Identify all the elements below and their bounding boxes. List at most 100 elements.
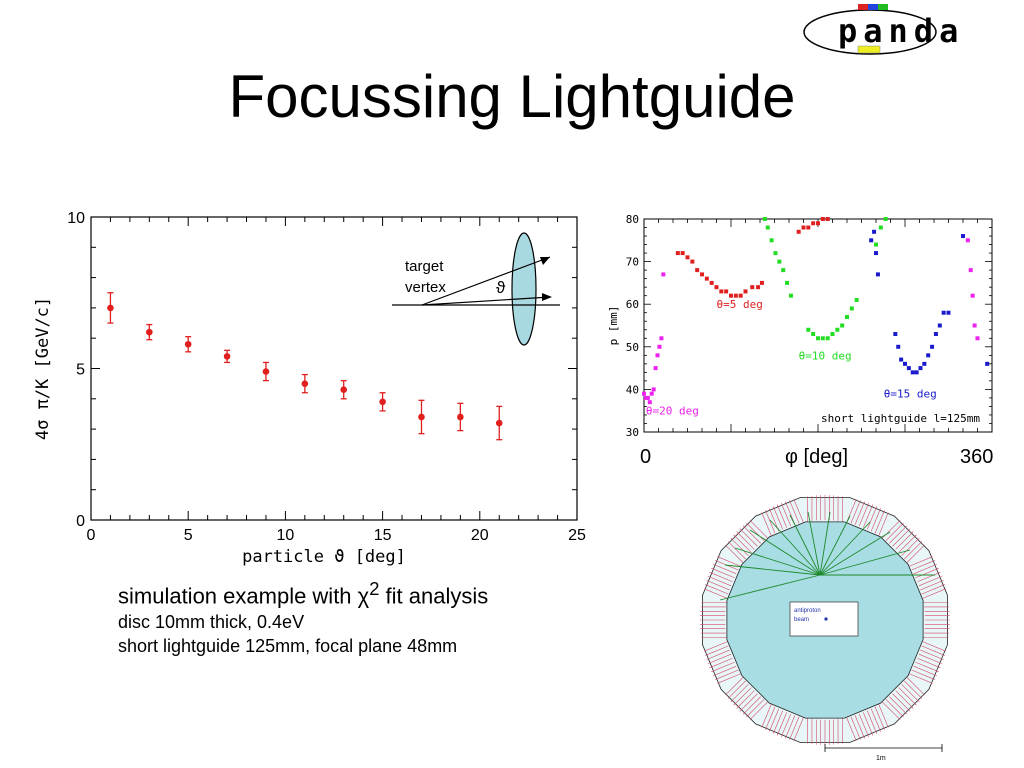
point: [762, 217, 767, 221]
phi-axis: 0 φ [deg] 360: [620, 446, 1020, 476]
point: [811, 332, 816, 337]
data-point: [223, 349, 231, 364]
point: [965, 238, 970, 243]
series: θ=20 deg: [642, 238, 980, 418]
point: [788, 293, 793, 298]
point: [854, 297, 859, 302]
x-tick-label: 15: [374, 527, 392, 544]
point: [655, 353, 660, 358]
beam-dot: [824, 617, 828, 621]
page-title: Focussing Lightguide: [228, 63, 796, 130]
point: [906, 366, 911, 371]
point: [642, 391, 646, 396]
theta-symbol: ϑ: [496, 278, 506, 297]
series-label: θ=15 deg: [884, 388, 937, 401]
series: θ=5 deg: [675, 217, 830, 311]
point: [933, 332, 938, 337]
geometry-inset: target vertex ϑ: [392, 232, 560, 346]
marker: [457, 413, 464, 421]
x-tick-label: 25: [568, 527, 586, 544]
point: [968, 268, 973, 273]
point: [700, 272, 704, 277]
light-ray: [807, 511, 821, 576]
light-ray: [749, 529, 821, 576]
light-ray: [734, 547, 821, 576]
point: [738, 293, 743, 298]
data-point: [495, 405, 503, 441]
plot-frame: [90, 216, 578, 521]
light-ray: [719, 574, 821, 601]
chi-superscript: 2: [369, 578, 380, 599]
point: [830, 332, 835, 337]
light-ray: [789, 514, 821, 576]
point: [801, 225, 806, 230]
pi-k-separation-chart: 0 5 10 15 20 25 0 5 10 particle ϑ [deg] 4σ π/K [Ge…: [33, 210, 586, 567]
point: [651, 387, 656, 392]
point: [820, 217, 825, 221]
point: [661, 272, 666, 277]
x-tick-label: 20: [471, 527, 489, 544]
point: [820, 336, 825, 341]
marker: [301, 380, 309, 387]
caption-line-1: simulation example with χ2 fit analysis: [118, 578, 489, 609]
y-tick-label: 60: [626, 298, 639, 311]
y-axis-label: 4σ π/K [GeV/c]: [33, 297, 53, 440]
light-ray: [819, 515, 851, 576]
point: [874, 251, 878, 256]
point: [930, 344, 935, 349]
point: [825, 336, 830, 341]
point: [825, 217, 830, 221]
panda-logo: panda: [803, 4, 958, 55]
series: θ=10 deg: [762, 217, 888, 362]
point: [796, 229, 801, 234]
point: [675, 251, 680, 256]
chi-symbol: χ: [357, 583, 370, 609]
light-ray: [769, 519, 821, 576]
point: [914, 370, 919, 375]
data-point: [107, 292, 114, 324]
point: [970, 293, 975, 298]
y-axis-label: p [mm]: [607, 306, 620, 346]
y-tick-label: 40: [626, 383, 639, 396]
point: [811, 221, 816, 226]
marker: [146, 328, 153, 336]
point: [653, 366, 658, 371]
point: [869, 238, 874, 243]
point: [903, 361, 907, 366]
data-point: [379, 392, 386, 412]
y-tick-label: 80: [626, 213, 639, 226]
point: [743, 289, 748, 294]
y-tick-label: 10: [67, 210, 85, 227]
point: [816, 221, 820, 226]
point: [918, 366, 923, 371]
light-ray: [819, 521, 871, 576]
detector-disc-diagram: antiproton beam 1m: [700, 495, 950, 762]
y-tick-label: 70: [626, 256, 639, 269]
point: [773, 251, 778, 256]
data-point: [340, 379, 348, 400]
target-label: target: [405, 258, 444, 275]
point: [910, 370, 915, 375]
data-point: [418, 399, 425, 435]
chart-annotation: short lightguide l=125mm: [821, 412, 980, 425]
point: [785, 280, 790, 285]
point: [724, 289, 729, 294]
point: [896, 344, 901, 349]
data-point: [457, 402, 464, 432]
caption-line-3: short lightguide 125mm, focal plane 48mm: [118, 636, 458, 657]
light-ray: [819, 511, 831, 576]
point: [733, 293, 738, 298]
point: [922, 361, 927, 366]
marker: [184, 340, 192, 348]
marker: [418, 413, 425, 421]
point: [878, 225, 883, 230]
point: [695, 268, 700, 273]
y-tick-label: 5: [76, 362, 85, 379]
point: [849, 306, 854, 311]
point: [872, 229, 877, 234]
data-point: [301, 373, 309, 394]
point: [937, 323, 942, 328]
point: [759, 280, 764, 285]
phi-left-label: 0: [640, 446, 652, 468]
point: [769, 238, 774, 243]
